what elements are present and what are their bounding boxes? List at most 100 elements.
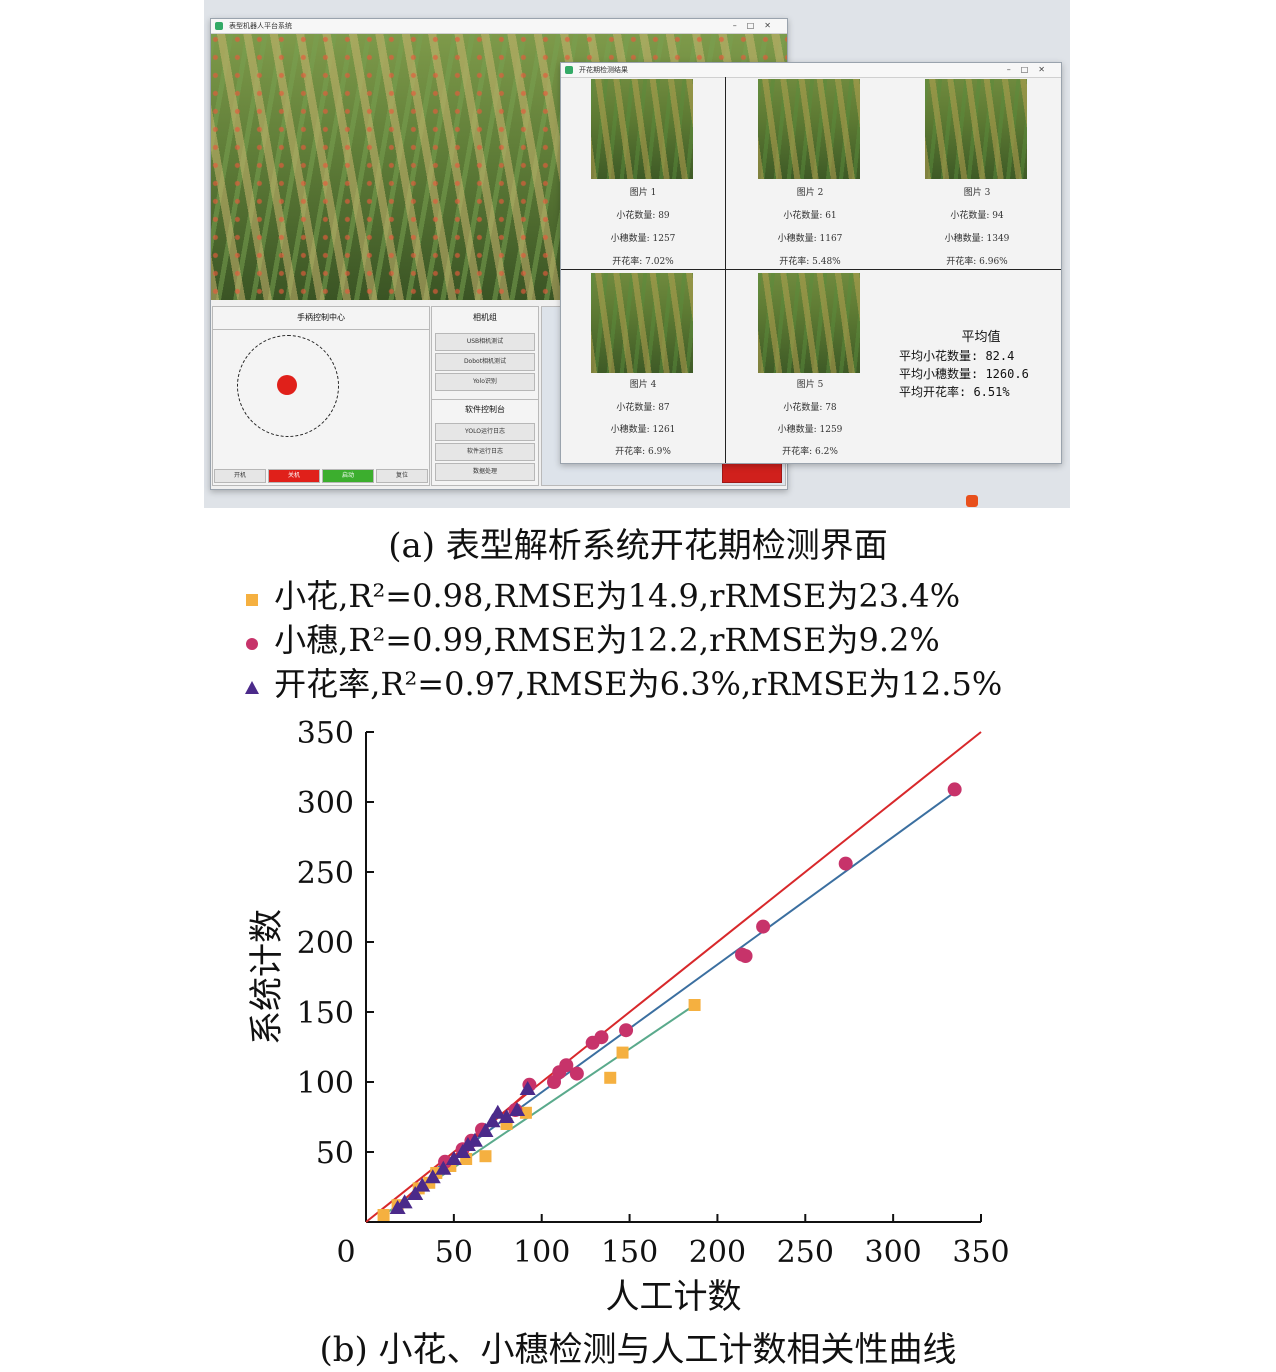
result-image-3: [925, 79, 1027, 179]
result-image-3-name: 图片 3: [963, 188, 991, 198]
power-off-button[interactable]: 关机: [268, 469, 320, 483]
rate-point: [407, 1186, 424, 1200]
result-image-4-spikelets: 小穗数量: 1261: [610, 425, 676, 435]
triangle-marker-icon: [245, 680, 259, 694]
result-image-5-florets: 小花数量: 78: [783, 403, 837, 413]
yolo-detect-button[interactable]: Yolo识别: [435, 373, 535, 391]
result-image-4-rate: 开花率: 6.9%: [615, 447, 671, 457]
result-image-1-name: 图片 1: [629, 188, 657, 198]
x-tick-label: 200: [689, 1235, 746, 1270]
x-tick-label: 50: [435, 1235, 473, 1270]
result-image-5: [758, 273, 860, 373]
spikelet-point: [947, 782, 962, 797]
system-tray: [966, 492, 1066, 507]
power-on-button[interactable]: 开机: [214, 469, 266, 483]
software-group-title: 软件控制台: [432, 399, 538, 420]
y-tick-label: 200: [297, 926, 354, 961]
grid-divider-v1: [725, 77, 726, 463]
spikelet-point: [756, 919, 771, 934]
result-image-5-rate: 开花率: 6.2%: [782, 447, 838, 457]
start-button[interactable]: 启动: [322, 469, 374, 483]
average-spikelets: 平均小穗数量: 1260.6: [899, 367, 1029, 381]
spikelet-point: [594, 1030, 609, 1045]
rate-point: [519, 1081, 536, 1095]
main-window-titlebar: 表型机器人平台系统 –□✕: [211, 19, 787, 34]
result-image-4: [591, 273, 693, 373]
caption-a: (a) 表型解析系统开花期检测界面: [388, 526, 888, 566]
result-image-2-florets: 小花数量: 61: [783, 211, 837, 221]
x-tick-label: 0: [336, 1235, 355, 1270]
input-method-icon[interactable]: [966, 495, 978, 507]
result-image-2-rate: 开花率: 5.48%: [779, 257, 841, 267]
x-tick-label: 150: [601, 1235, 658, 1270]
reset-button[interactable]: 复位: [376, 469, 428, 483]
joystick-knob[interactable]: [277, 375, 297, 395]
y-tick-label: 150: [297, 996, 354, 1031]
grid-divider-h: [561, 269, 1061, 270]
floret-point: [500, 1118, 513, 1130]
spikelet-point: [619, 1023, 634, 1038]
result-image-5-spikelets: 小穗数量: 1259: [777, 425, 843, 435]
floret-point: [479, 1150, 492, 1163]
result-window-title: 开花期检测结果: [579, 66, 628, 74]
dobot-camera-test-button[interactable]: Dobot相机测试: [435, 353, 535, 371]
square-marker-icon: [246, 593, 258, 606]
rate-point: [435, 1160, 452, 1175]
result-image-2-spikelets: 小穗数量: 1167: [777, 234, 843, 244]
rate-point: [489, 1104, 506, 1119]
rate-point: [459, 1137, 476, 1151]
app-icon: [565, 66, 573, 74]
yolo-log-button[interactable]: YOLO运行日志: [435, 423, 535, 441]
spikelet-point: [838, 856, 853, 871]
window-controls[interactable]: –□✕: [732, 21, 781, 30]
legend-label-floret: 小花: [274, 577, 339, 615]
spikelet-point: [559, 1058, 574, 1073]
result-image-3-florets: 小花数量: 94: [950, 211, 1004, 221]
result-image-1-rate: 开花率: 7.02%: [612, 257, 674, 267]
legend-item-floret: 小花,R²=0.98,RMSE为14.9,rRMSE为23.4%: [242, 574, 960, 618]
result-image-1-spikelets: 小穗数量: 1257: [610, 234, 676, 244]
legend-item-rate: 开花率,R²=0.97,RMSE为6.3%,rRMSE为12.5%: [242, 662, 1002, 706]
main-window-title: 表型机器人平台系统: [229, 22, 292, 30]
usb-camera-test-button[interactable]: USB相机测试: [435, 333, 535, 351]
control-panel: 手柄控制中心 开机 关机 启动 复位: [212, 306, 430, 486]
result-image-1-florets: 小花数量: 89: [616, 211, 670, 221]
rate-point: [484, 1113, 501, 1128]
legend-label-rate: 开花率: [274, 665, 371, 703]
x-tick-label: 350: [952, 1235, 1009, 1270]
x-axis-label: 人工计数: [606, 1277, 742, 1317]
y-tick-label: 100: [297, 1066, 354, 1101]
spikelet-point: [738, 949, 753, 963]
y-tick-label: 50: [316, 1136, 354, 1171]
result-image-4-name: 图片 4: [629, 380, 657, 390]
legend-label-spikelet: 小穗: [274, 621, 339, 659]
result-image-3-spikelets: 小穗数量: 1349: [944, 234, 1010, 244]
chart-axes: 0 50 100 150 200 250 300 350 50 100 150 200 250 300 35…: [297, 716, 1010, 1270]
fit-line-spikelet: [435, 791, 956, 1170]
caption-b: (b) 小花、小穗检测与人工计数相关性曲线: [319, 1330, 957, 1370]
rate-point: [477, 1123, 494, 1137]
rate-point: [414, 1177, 431, 1192]
x-tick-label: 100: [513, 1235, 570, 1270]
legend-stats-spikelet: ,R²=0.99,RMSE为12.2,rRMSE为9.2%: [338, 621, 940, 659]
data-processing-button[interactable]: 数据处理: [435, 463, 535, 481]
rate-point: [466, 1132, 483, 1147]
floret-point: [616, 1046, 629, 1059]
y-tick-label: 350: [297, 716, 354, 751]
result-image-5-name: 图片 5: [796, 380, 824, 390]
y-tick-label: 250: [297, 856, 354, 891]
camera-group-title: 相机组: [473, 313, 497, 322]
rate-point: [396, 1194, 413, 1209]
joystick-ring[interactable]: [237, 335, 339, 437]
software-log-button[interactable]: 软件运行日志: [435, 443, 535, 461]
rate-point: [498, 1109, 515, 1123]
legend-stats-floret: ,R²=0.98,RMSE为14.9,rRMSE为23.4%: [338, 577, 961, 615]
floret-point: [688, 999, 701, 1011]
chart-marks: [377, 782, 962, 1221]
rate-point: [445, 1151, 462, 1165]
window-controls[interactable]: –□✕: [1006, 65, 1055, 74]
x-tick-label: 250: [777, 1235, 834, 1270]
app-icon: [215, 22, 223, 30]
result-window: 开花期检测结果 –□✕ 图片 1 小花数量: 89 小穗数量: 1257 开花率…: [560, 62, 1062, 464]
